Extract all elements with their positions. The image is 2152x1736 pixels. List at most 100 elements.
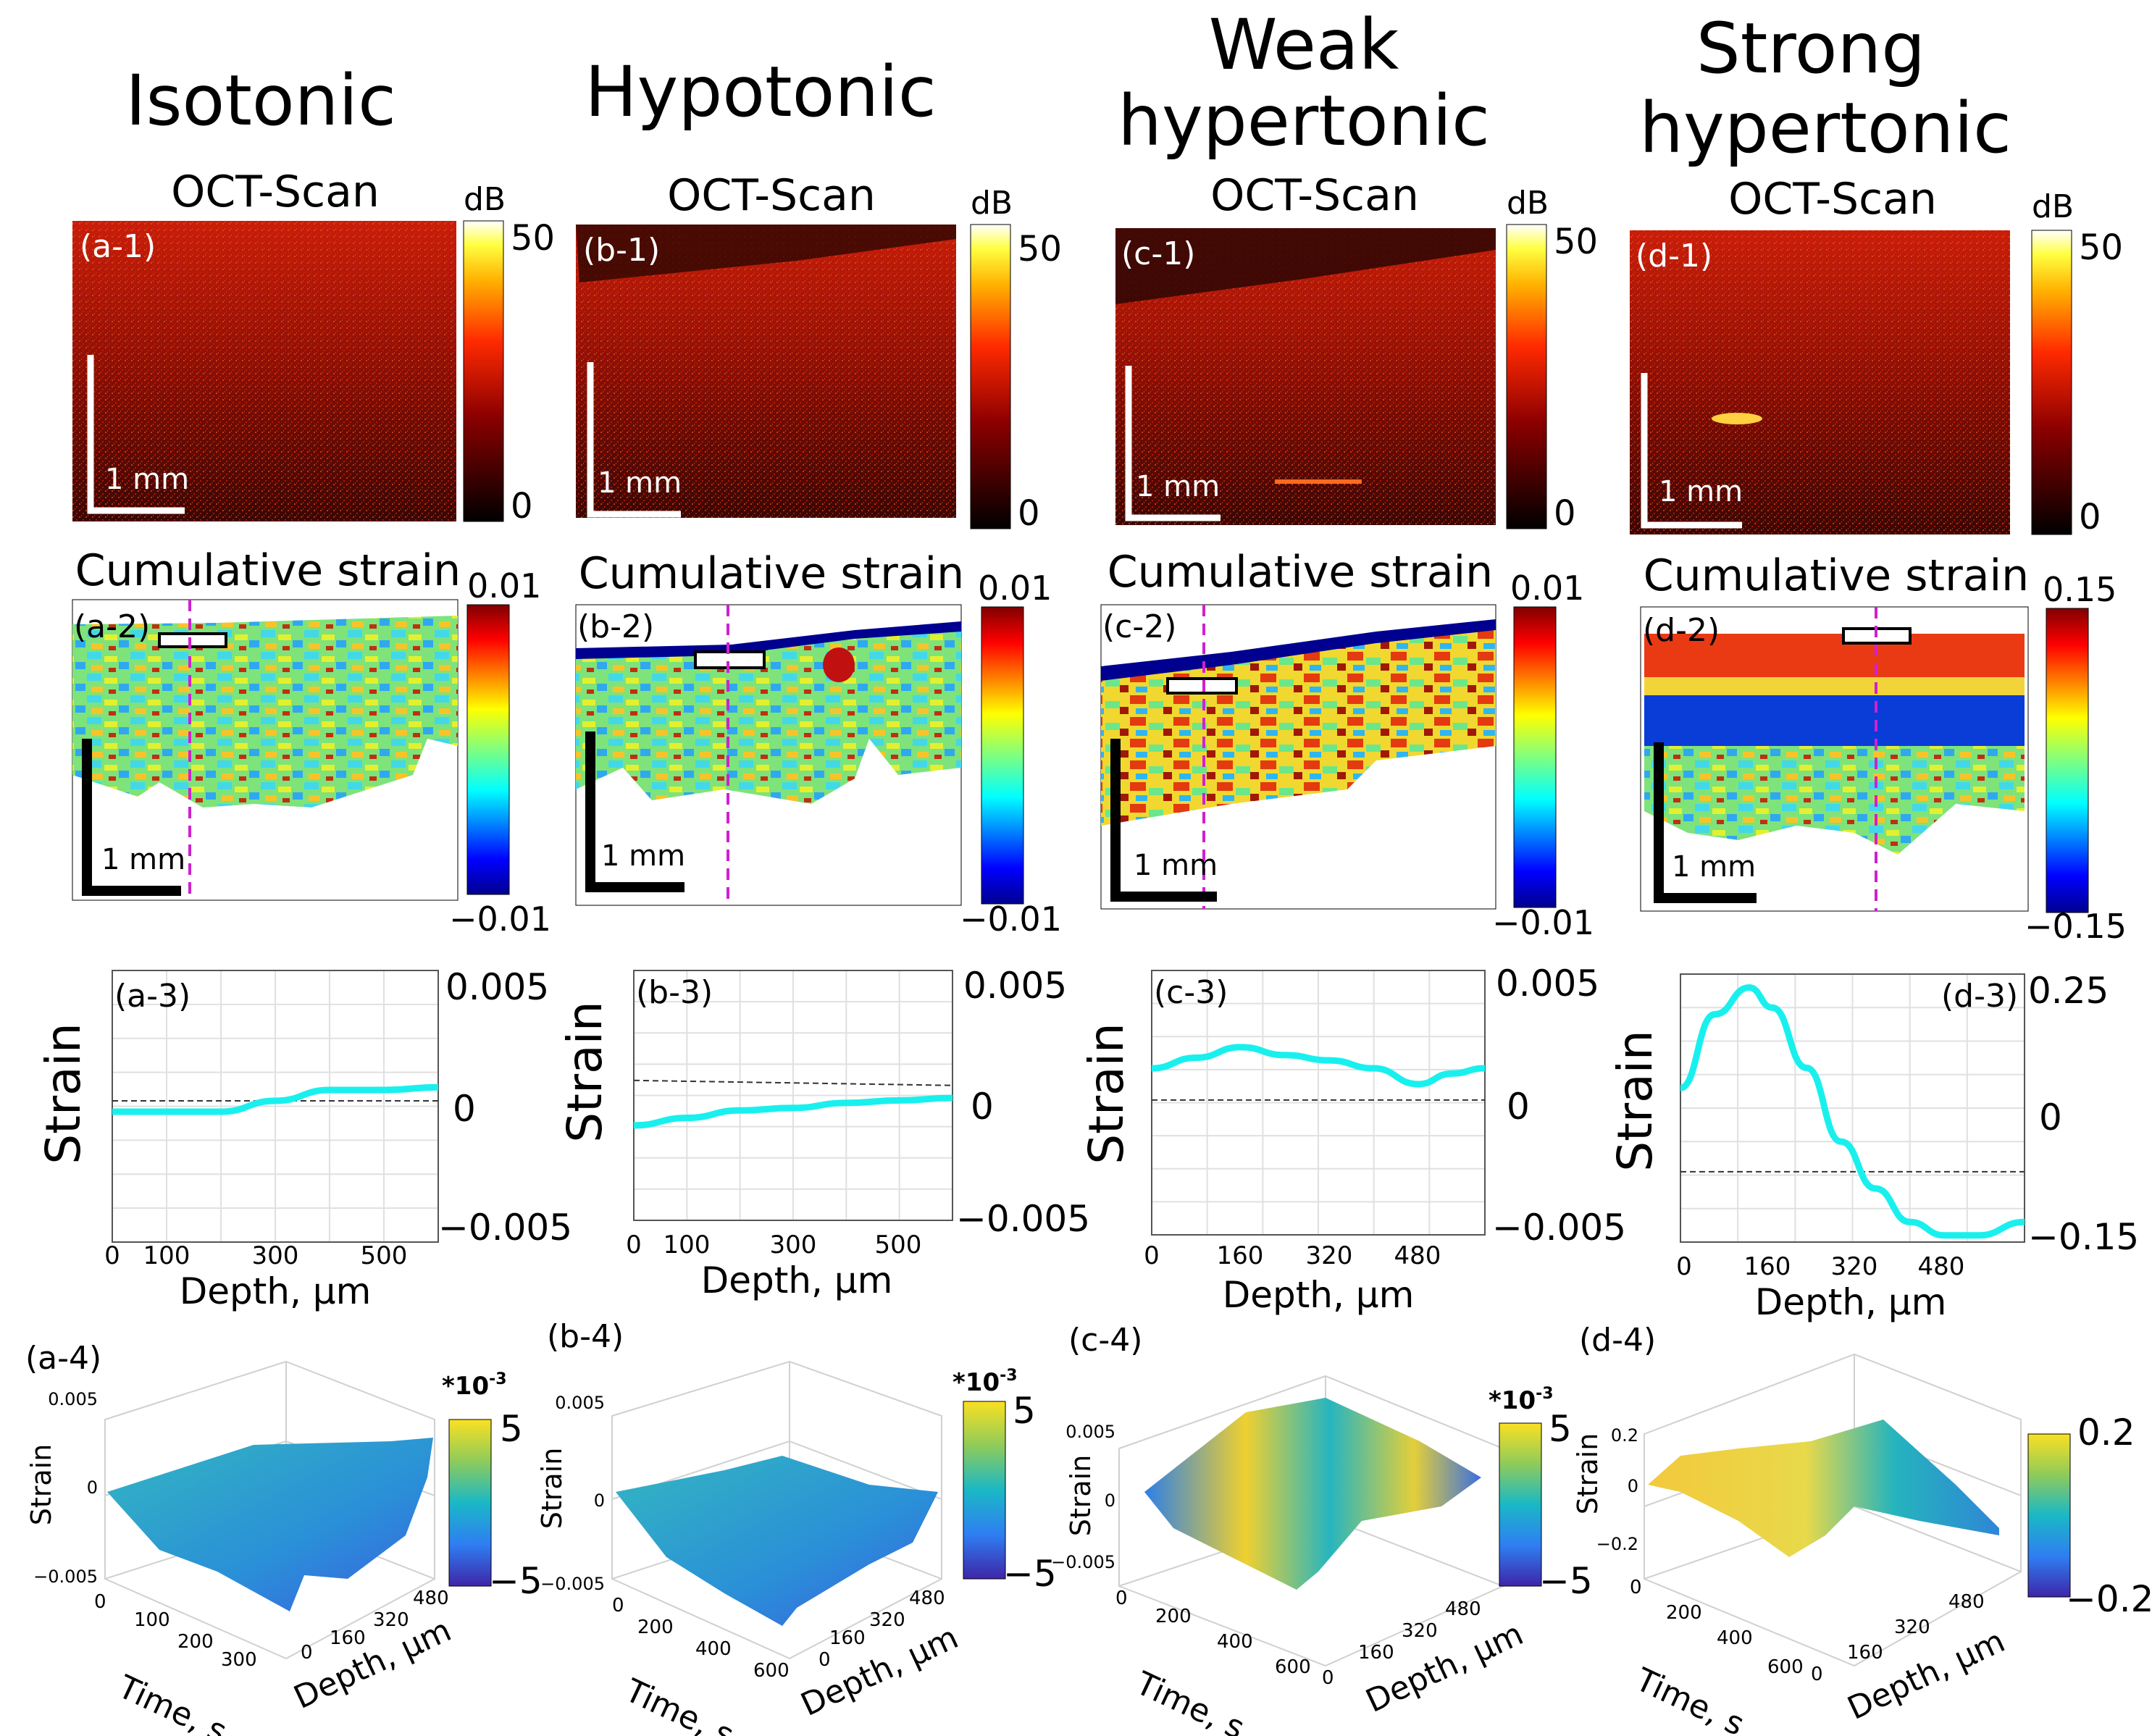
colorbar-max: 0.01 bbox=[1510, 569, 1584, 608]
oct-reflection bbox=[1275, 479, 1362, 484]
scale-bar bbox=[1125, 366, 1221, 521]
x-tick: 100 bbox=[663, 1230, 711, 1259]
scale-bar bbox=[87, 355, 185, 514]
z-tick: 0 bbox=[594, 1490, 605, 1511]
y-tick-mid: 0 bbox=[1507, 1086, 1530, 1128]
y-tick-bottom: −0.005 bbox=[438, 1207, 572, 1249]
colorbar-max: 50 bbox=[511, 218, 555, 259]
depth-tick: 320 bbox=[1894, 1617, 1930, 1638]
colorbar-unit: dB bbox=[464, 181, 506, 218]
y-tick-top: 0.005 bbox=[1496, 963, 1599, 1005]
colorbar-jet bbox=[1513, 606, 1557, 908]
scale-label: 1 mm bbox=[1134, 849, 1218, 882]
profile-grid bbox=[112, 970, 438, 1242]
panel-label: (c-1) bbox=[1121, 235, 1195, 272]
depth-axis-label: Depth, μm bbox=[795, 1619, 964, 1724]
y-axis-label: Strain bbox=[35, 1023, 91, 1165]
strain-map-image bbox=[72, 616, 458, 808]
strain-surface-edge bbox=[1101, 619, 1496, 681]
time-axis-label: Time, s bbox=[112, 1668, 232, 1736]
scale-label: 1 mm bbox=[598, 466, 682, 500]
colorbar-max: 0.01 bbox=[978, 569, 1052, 608]
x-tick: 160 bbox=[1217, 1241, 1264, 1270]
scale-bar bbox=[82, 739, 181, 896]
time-axis-label: Time, s bbox=[1129, 1664, 1249, 1736]
y-tick-top: 0.25 bbox=[2028, 970, 2109, 1012]
colorbar-hot bbox=[970, 224, 1011, 529]
oct-heading: OCT-Scan bbox=[1728, 174, 1937, 225]
x-tick: 480 bbox=[1394, 1241, 1441, 1270]
colorbar-hot bbox=[463, 220, 504, 522]
scale-bar bbox=[587, 362, 681, 518]
colorbar-jet bbox=[466, 604, 510, 895]
z-tick: 0.2 bbox=[1611, 1425, 1638, 1446]
strain-map-panel-d: Cumulative strain (d-2) 1 mm 0.15 −0.15 bbox=[1640, 550, 2127, 946]
strain-curve bbox=[1679, 984, 2025, 1239]
profile-panel-c: (c-3) Strain 0.005 0 −0.005 0 160 320 48… bbox=[1079, 963, 1626, 1316]
time-tick: 0 bbox=[94, 1591, 106, 1613]
strain-heading: Cumulative strain bbox=[75, 545, 461, 596]
x-tick: 300 bbox=[252, 1241, 299, 1270]
surface-mesh bbox=[107, 1438, 433, 1611]
colorbar-min: 0 bbox=[1018, 493, 1040, 534]
colorbar-jet bbox=[2046, 608, 2089, 913]
surface-mesh bbox=[1144, 1398, 1481, 1590]
y-tick-bottom: −0.005 bbox=[956, 1198, 1090, 1240]
depth-tick: 0 bbox=[1322, 1667, 1334, 1689]
oct-heading: OCT-Scan bbox=[667, 170, 876, 221]
row-oct-scans: OCT-Scan (a-1) 1 mm dB 50 0 OCT-Scan (b-… bbox=[72, 167, 2123, 537]
depth-tick: 0 bbox=[1811, 1664, 1823, 1685]
panel-label: (b-4) bbox=[547, 1318, 624, 1355]
panel-label: (d-4) bbox=[1579, 1322, 1656, 1359]
colorbar-min: −5 bbox=[1539, 1560, 1593, 1602]
panel-label: (b-3) bbox=[636, 974, 713, 1011]
x-tick: 0 bbox=[1144, 1241, 1160, 1270]
z-axis-label: Strain bbox=[25, 1444, 57, 1526]
surface-panel-c: (c-4) Strain 0.005 0 −0.005 0 200 400 60… bbox=[1051, 1322, 1593, 1736]
strain-curve bbox=[633, 1094, 953, 1129]
colorbar-max: 5 bbox=[1013, 1390, 1036, 1432]
title-strong-line2: hypertonic bbox=[1639, 88, 2011, 169]
colorbar-unit: dB bbox=[1507, 185, 1549, 222]
depth-axis-label: Depth, μm bbox=[1360, 1615, 1529, 1720]
oct-dark-top bbox=[576, 225, 956, 282]
x-tick: 300 bbox=[770, 1230, 817, 1259]
scale-label: 1 mm bbox=[105, 463, 189, 496]
plot-frame bbox=[1680, 973, 2025, 1243]
strain-red-band bbox=[1644, 634, 2025, 677]
colorbar-max: 0.01 bbox=[467, 566, 541, 605]
oct-heading: OCT-Scan bbox=[171, 167, 380, 217]
surface-panel-a: (a-4) Strain 0.005 0 −0.005 0 100 200 30… bbox=[25, 1340, 543, 1736]
panel-label: (d-2) bbox=[1643, 612, 1720, 649]
z-tick: −0.005 bbox=[540, 1574, 605, 1594]
x-tick: 0 bbox=[104, 1241, 120, 1270]
strain-curve bbox=[1151, 1044, 1486, 1088]
z-tick: −0.005 bbox=[33, 1567, 98, 1587]
depth-tick: 160 bbox=[1847, 1642, 1883, 1664]
time-tick: 0 bbox=[612, 1595, 624, 1617]
z-tick: 0.005 bbox=[1065, 1422, 1115, 1442]
strain-map-image bbox=[1644, 746, 2025, 855]
strain-hotspot bbox=[823, 647, 855, 682]
colorbar-min: −0.01 bbox=[960, 900, 1062, 939]
colorbar-min: 0 bbox=[511, 486, 533, 527]
title-hypotonic: Hypotonic bbox=[585, 51, 936, 133]
strain-map-panel-c: Cumulative strain (c-2) 1 mm 0.01 −0.01 bbox=[1100, 547, 1594, 942]
y-tick-top: 0.005 bbox=[445, 966, 549, 1008]
y-tick-bottom: −0.15 bbox=[2028, 1216, 2139, 1258]
strain-map-panel-a: Cumulative strain (a-2) 1 mm 0.01 −0.01 bbox=[72, 545, 551, 939]
title-weak-line2: hypertonic bbox=[1118, 80, 1490, 162]
strain-heading: Cumulative strain bbox=[1644, 550, 2029, 601]
x-tick: 0 bbox=[626, 1230, 642, 1259]
time-tick: 200 bbox=[177, 1631, 214, 1653]
y-axis-label: Strain bbox=[1079, 1023, 1134, 1165]
z-tick: −0.005 bbox=[1051, 1552, 1115, 1572]
z-tick: 0.005 bbox=[555, 1393, 605, 1413]
column-titles: Isotonic Hypotonic Weak hypertonic Stron… bbox=[125, 4, 2011, 169]
time-tick: 400 bbox=[695, 1638, 732, 1660]
strain-map-image bbox=[1101, 624, 1496, 826]
colorbar-parula bbox=[963, 1401, 1006, 1580]
title-isotonic: Isotonic bbox=[125, 60, 396, 141]
x-tick: 320 bbox=[1831, 1252, 1878, 1281]
oct-panel-a: OCT-Scan (a-1) 1 mm dB 50 0 bbox=[72, 167, 555, 527]
